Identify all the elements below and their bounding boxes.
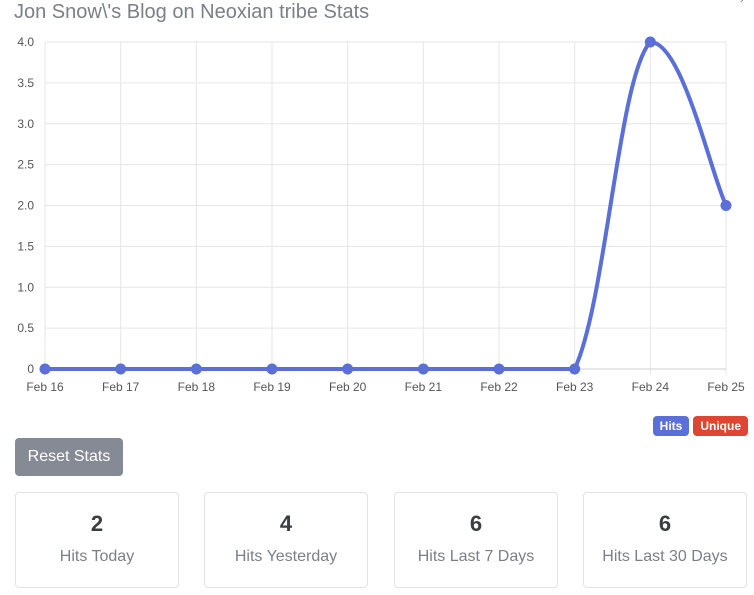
y-tick-label: 0 [27, 362, 34, 376]
stat-label: Hits Today [59, 548, 135, 565]
stat-card-hits-last-7-days: 6 Hits Last 7 Days [394, 492, 558, 588]
x-tick-label: Feb 18 [178, 380, 216, 394]
stat-card-hits-last-30-days: 6 Hits Last 30 Days [583, 492, 747, 588]
stat-card-hits-today: 2 Hits Today [15, 492, 179, 588]
x-tick-label: Feb 19 [253, 380, 291, 394]
data-point [493, 363, 505, 375]
data-point [644, 36, 656, 48]
y-tick-label: 4.0 [17, 35, 34, 49]
x-tick-label: Feb 17 [102, 380, 140, 394]
y-tick-label: 3.5 [17, 76, 34, 90]
x-tick-label: Feb 20 [329, 380, 367, 394]
page-title: Jon Snow\'s Blog on Neoxian tribe Stats [14, 1, 370, 23]
y-tick-label: 2.0 [17, 199, 34, 213]
x-tick-label: Feb 21 [405, 380, 443, 394]
stat-value: 4 [279, 511, 293, 536]
x-tick-label: Feb 22 [480, 380, 518, 394]
data-point [569, 363, 581, 375]
x-tick-label: Feb 23 [556, 380, 594, 394]
y-tick-label: 1.0 [17, 280, 34, 294]
data-point [39, 363, 51, 375]
data-point [417, 363, 429, 375]
x-tick-label: Feb 16 [26, 380, 64, 394]
x-tick-label: Feb 25 [707, 380, 745, 394]
stat-label: Hits Last 30 Days [602, 548, 728, 565]
y-tick-label: 3.0 [17, 117, 34, 131]
x-tick-label: Feb 24 [632, 380, 670, 394]
legend-hits[interactable]: Hits [652, 416, 690, 436]
y-tick-label: 0.5 [17, 321, 34, 335]
legend-unique[interactable]: Unique [693, 416, 748, 436]
stat-value: 6 [469, 511, 483, 536]
data-point [266, 363, 278, 375]
chevron-icon[interactable]: › [740, 0, 750, 5]
hits-line-chart: 0 0.5 1.0 1.5 2.0 2.5 3.0 3.5 4.0 Feb 16 Feb 17 Feb… [17, 35, 745, 394]
y-tick-label: 1.5 [17, 239, 34, 253]
stat-label: Hits Yesterday [234, 548, 338, 565]
chart-legend: Hits Unique [652, 416, 748, 436]
data-point [190, 363, 202, 375]
data-point [720, 200, 732, 211]
data-point [342, 363, 354, 375]
reset-stats-button[interactable]: Reset Stats [15, 438, 123, 476]
stat-value: 6 [658, 511, 672, 536]
data-point [115, 363, 127, 375]
stat-label: Hits Last 7 Days [417, 548, 535, 565]
y-tick-label: 2.5 [17, 158, 34, 172]
stat-card-hits-yesterday: 4 Hits Yesterday [204, 492, 368, 588]
stat-value: 2 [90, 511, 104, 536]
series-line-hits [45, 40, 728, 372]
